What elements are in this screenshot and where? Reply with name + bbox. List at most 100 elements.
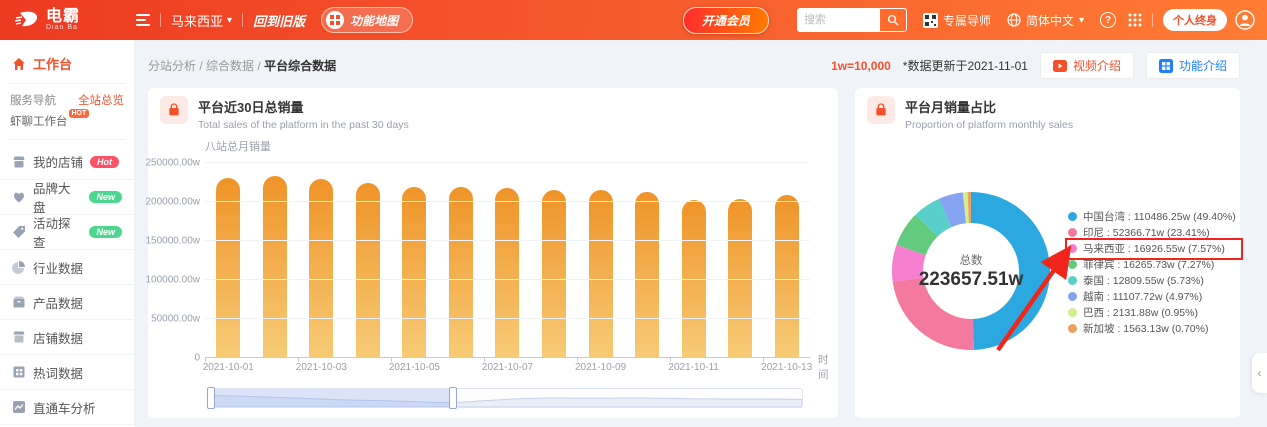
pie-legend-item[interactable]: 菲律宾 : 16265.73w (7.27%) — [1068, 257, 1240, 273]
pie-legend-item[interactable]: 巴西 : 2131.88w (0.95%) — [1068, 304, 1240, 320]
sales-card-subtitle: Total sales of the platform in the past … — [198, 119, 409, 131]
bar[interactable] — [402, 187, 427, 358]
unit-note: 1w=10,000 — [831, 58, 891, 73]
search-box — [796, 8, 907, 32]
bar-chart — [205, 162, 810, 358]
help-icon[interactable]: ? — [1100, 12, 1116, 28]
bar[interactable] — [588, 189, 613, 358]
mentor-link[interactable]: 专属导师 — [922, 12, 991, 29]
sidebar-link-service-nav[interactable]: 服务导航 — [10, 95, 56, 107]
sidebar-link-site-overview[interactable]: 全站总览 — [78, 95, 124, 107]
pie-legend-item[interactable]: 泰国 : 12809.55w (5.73%) — [1068, 273, 1240, 289]
donut-slice[interactable] — [915, 198, 952, 237]
datazoom-handle-left[interactable] — [207, 387, 215, 409]
donut-slice[interactable] — [971, 192, 1050, 350]
gridline — [205, 162, 810, 163]
donut-slice[interactable] — [967, 192, 971, 224]
sidebar: 工作台 服务导航 全站总览 虾聊工作台HOT 我的店铺 Hot 品牌大盘 New 活动探… — [0, 40, 135, 427]
sidebar-item[interactable]: 活动探查 New — [0, 214, 134, 250]
sidebar-item-label: 活动探查 — [33, 217, 71, 250]
language-selector[interactable]: 简体中文 ▾ — [1007, 12, 1084, 29]
app-logo[interactable]: 电霸 Dian Ba — [14, 9, 80, 31]
video-intro-button[interactable]: 视频介绍 — [1039, 52, 1134, 79]
pie-legend-item[interactable]: 越南 : 11107.72w (4.97%) — [1068, 288, 1240, 304]
x-tick — [298, 358, 300, 362]
donut-slice[interactable] — [962, 192, 969, 224]
datazoom-handle-right[interactable] — [449, 387, 458, 409]
x-tick-label: 2021-10-01 — [202, 362, 254, 373]
gridline — [205, 240, 810, 241]
breadcrumb-link[interactable]: 分站分析 — [148, 59, 197, 73]
search-button[interactable] — [879, 9, 906, 31]
bar[interactable] — [728, 198, 753, 358]
sidebar-item[interactable]: 品牌大盘 New — [0, 179, 134, 215]
logo-text: 电霸 — [46, 8, 81, 25]
globe-icon — [1007, 13, 1021, 27]
legend-dot — [1068, 228, 1077, 238]
legend-text: 泰国 : 12809.55w (5.73%) — [1083, 275, 1204, 287]
gridline — [205, 318, 810, 319]
avatar[interactable] — [1235, 10, 1255, 30]
sidebar-item[interactable]: 我的店铺 Hot — [0, 144, 134, 179]
sidebar-item-label: 行业数据 — [33, 261, 84, 276]
function-map-button[interactable]: 功能地图 — [321, 7, 414, 33]
bar-series-legend[interactable]: 八站总月销量 — [205, 141, 271, 153]
breadcrumb-link[interactable]: 综合数据 — [206, 59, 255, 73]
mentor-label: 专属导师 — [942, 13, 991, 28]
legend-dot — [1068, 307, 1077, 317]
sidebar-link-shrimp-chat[interactable]: 虾聊工作台HOT — [0, 109, 134, 135]
collapse-panel-tab[interactable]: ‹ — [1252, 353, 1267, 393]
sidebar-item[interactable]: 产品数据 — [0, 284, 134, 319]
donut-slice[interactable] — [892, 277, 974, 350]
sidebar-item[interactable]: 电霸工具 — [0, 424, 134, 427]
home-icon — [13, 57, 25, 70]
workbench-label: 工作台 — [33, 57, 73, 72]
sidebar-item[interactable]: 热词数据 — [0, 354, 134, 389]
sidebar-item-workbench[interactable]: 工作台 — [0, 48, 134, 79]
bar[interactable] — [309, 178, 334, 358]
open-membership-button[interactable]: 开通会员 — [682, 6, 769, 34]
pie-legend-item[interactable]: 新加坡 : 1563.13w (0.70%) — [1068, 320, 1240, 336]
donut-slice[interactable] — [896, 214, 938, 256]
back-to-old-link[interactable]: 回到旧版 — [253, 13, 306, 29]
donut-slice[interactable] — [939, 192, 967, 228]
bar[interactable] — [541, 189, 566, 358]
bar[interactable] — [495, 188, 520, 358]
sidebar-item[interactable]: 直通车分析 — [0, 389, 134, 424]
y-tick-label: 0 — [194, 352, 200, 364]
datazoom-slider[interactable] — [207, 387, 803, 409]
update-note: *数据更新于2021-11-01 — [902, 59, 1028, 73]
hot-badge: Hot — [90, 155, 120, 168]
bar[interactable] — [216, 177, 241, 358]
bar[interactable] — [774, 194, 799, 358]
pie-legend-item[interactable]: 中国台湾 : 110486.25w (49.40%) — [1068, 209, 1240, 225]
hot-badge: HOT — [68, 109, 90, 119]
datazoom-selection[interactable] — [211, 389, 454, 407]
bar[interactable] — [262, 176, 287, 358]
divider — [8, 139, 126, 140]
pie-legend-item[interactable]: 印尼 : 52366.71w (23.41%) — [1068, 225, 1240, 241]
legend-dot — [1068, 212, 1077, 222]
bar[interactable] — [635, 192, 660, 358]
feature-intro-button[interactable]: 功能介绍 — [1145, 52, 1240, 79]
bar[interactable] — [355, 182, 380, 358]
shop-icon — [12, 330, 26, 344]
bar[interactable] — [448, 187, 473, 358]
sidebar-item[interactable]: 店铺数据 — [0, 319, 134, 354]
region-selector[interactable]: 马来西亚 ▾ — [171, 11, 232, 30]
legend-text: 越南 : 11107.72w (4.97%) — [1083, 290, 1203, 303]
pie-legend-item-highlighted[interactable]: 马来西亚 : 16926.55w (7.57%) — [1065, 237, 1243, 260]
personal-badge[interactable]: 个人终身 — [1163, 9, 1227, 31]
menu-fold-icon[interactable] — [136, 14, 151, 26]
legend-text: 巴西 : 2131.88w (0.95%) — [1083, 306, 1198, 319]
logo-icon — [14, 11, 38, 27]
x-tick — [391, 358, 393, 362]
trend-icon — [12, 400, 26, 414]
new-badge: New — [89, 226, 122, 238]
donut-slice[interactable] — [892, 244, 926, 282]
main-content: 分站分析 / 综合数据 / 平台综合数据 1w=10,000 *数据更新于202… — [135, 40, 1267, 427]
sidebar-item[interactable]: 行业数据 — [0, 249, 134, 284]
apps-grid-icon[interactable] — [1128, 13, 1142, 27]
search-input[interactable] — [797, 9, 880, 31]
x-tick — [763, 358, 765, 362]
